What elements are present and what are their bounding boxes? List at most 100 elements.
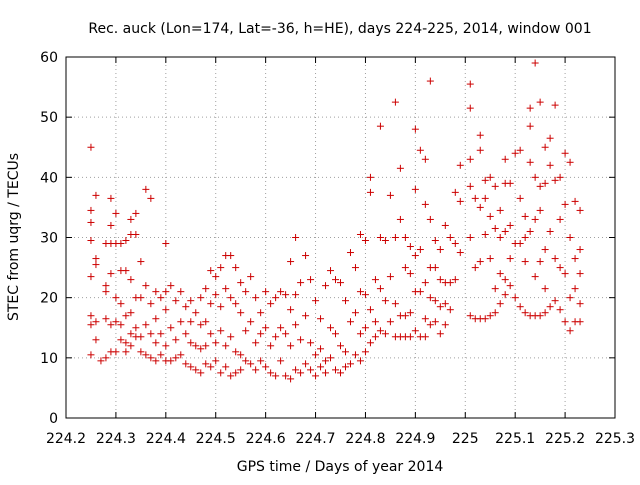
data-point bbox=[207, 330, 215, 338]
x-tick-label: 224.2 bbox=[46, 431, 86, 447]
data-point bbox=[421, 279, 429, 287]
data-point bbox=[332, 366, 340, 374]
data-point bbox=[541, 246, 549, 254]
data-point bbox=[322, 282, 330, 290]
data-point bbox=[346, 360, 354, 368]
x-tick-label: 224.8 bbox=[345, 431, 385, 447]
chart-title: Rec. auck (Lon=174, Lat=-36, h=HE), days… bbox=[88, 21, 591, 37]
data-point bbox=[142, 321, 150, 329]
data-point bbox=[436, 330, 444, 338]
data-point bbox=[391, 98, 399, 106]
data-point bbox=[327, 324, 335, 332]
data-point bbox=[481, 194, 489, 202]
data-point bbox=[576, 300, 584, 308]
data-point bbox=[426, 321, 434, 329]
data-point bbox=[566, 158, 574, 166]
data-point bbox=[511, 149, 519, 157]
data-point bbox=[227, 333, 235, 341]
data-point bbox=[416, 288, 424, 296]
data-point bbox=[531, 173, 539, 181]
data-point bbox=[247, 318, 255, 326]
data-point bbox=[137, 333, 145, 341]
data-point bbox=[546, 134, 554, 142]
data-point bbox=[481, 176, 489, 184]
data-point bbox=[137, 258, 145, 266]
data-point bbox=[152, 315, 160, 323]
data-point bbox=[411, 185, 419, 193]
data-point bbox=[232, 348, 240, 356]
data-point bbox=[386, 318, 394, 326]
data-point bbox=[252, 339, 260, 347]
data-point bbox=[192, 309, 200, 317]
data-point bbox=[421, 315, 429, 323]
data-point bbox=[107, 194, 115, 202]
data-point bbox=[356, 357, 364, 365]
data-point bbox=[481, 315, 489, 323]
data-point bbox=[287, 258, 295, 266]
data-point bbox=[292, 234, 300, 241]
data-point bbox=[526, 158, 534, 166]
data-point bbox=[346, 249, 354, 257]
data-point bbox=[152, 339, 160, 347]
data-point bbox=[411, 252, 419, 260]
data-point bbox=[152, 357, 160, 365]
data-point bbox=[536, 206, 544, 214]
data-point bbox=[526, 122, 534, 130]
data-point bbox=[516, 303, 524, 311]
axis-ticks bbox=[65, 56, 616, 419]
data-point bbox=[506, 282, 514, 290]
data-point bbox=[491, 309, 499, 317]
data-point bbox=[167, 282, 175, 290]
data-point bbox=[371, 333, 379, 341]
data-point bbox=[247, 360, 255, 368]
data-point bbox=[87, 143, 95, 151]
data-point bbox=[371, 276, 379, 284]
data-point bbox=[197, 345, 205, 353]
y-tick-label: 10 bbox=[40, 351, 58, 367]
data-point bbox=[292, 321, 300, 329]
data-point bbox=[556, 306, 564, 314]
data-point bbox=[356, 230, 364, 238]
data-point bbox=[87, 206, 95, 214]
data-point bbox=[546, 303, 554, 311]
data-point bbox=[361, 348, 369, 356]
x-tick-label: 225.1 bbox=[495, 431, 535, 447]
data-point bbox=[272, 333, 280, 341]
data-point bbox=[202, 342, 210, 350]
data-point bbox=[102, 288, 110, 296]
data-point bbox=[192, 342, 200, 350]
data-point bbox=[287, 342, 295, 350]
data-point bbox=[351, 309, 359, 317]
data-point bbox=[376, 285, 384, 293]
data-point bbox=[172, 354, 180, 362]
data-point bbox=[521, 234, 529, 241]
data-point bbox=[137, 294, 145, 302]
data-point bbox=[252, 366, 260, 374]
data-point bbox=[381, 297, 389, 305]
data-point bbox=[431, 264, 439, 272]
data-point bbox=[147, 354, 155, 362]
data-point bbox=[157, 294, 165, 302]
data-point bbox=[536, 182, 544, 190]
data-point bbox=[217, 369, 225, 377]
data-point bbox=[436, 246, 444, 254]
data-point bbox=[466, 104, 474, 112]
data-point bbox=[561, 149, 569, 157]
data-point bbox=[207, 300, 215, 308]
data-point bbox=[411, 125, 419, 133]
data-point bbox=[117, 321, 125, 329]
data-point bbox=[127, 330, 135, 338]
data-point bbox=[182, 360, 190, 368]
data-point bbox=[302, 312, 310, 320]
data-point bbox=[551, 101, 559, 109]
data-point bbox=[227, 294, 235, 302]
data-point bbox=[506, 179, 514, 187]
data-point bbox=[411, 327, 419, 335]
data-point bbox=[466, 155, 474, 163]
data-point bbox=[456, 161, 464, 169]
data-point bbox=[272, 294, 280, 302]
data-point bbox=[486, 212, 494, 220]
data-point bbox=[187, 318, 195, 326]
data-point bbox=[366, 173, 374, 181]
data-point bbox=[471, 264, 479, 272]
